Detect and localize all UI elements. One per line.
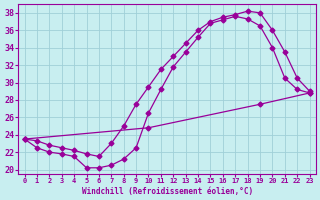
X-axis label: Windchill (Refroidissement éolien,°C): Windchill (Refroidissement éolien,°C) <box>82 187 253 196</box>
